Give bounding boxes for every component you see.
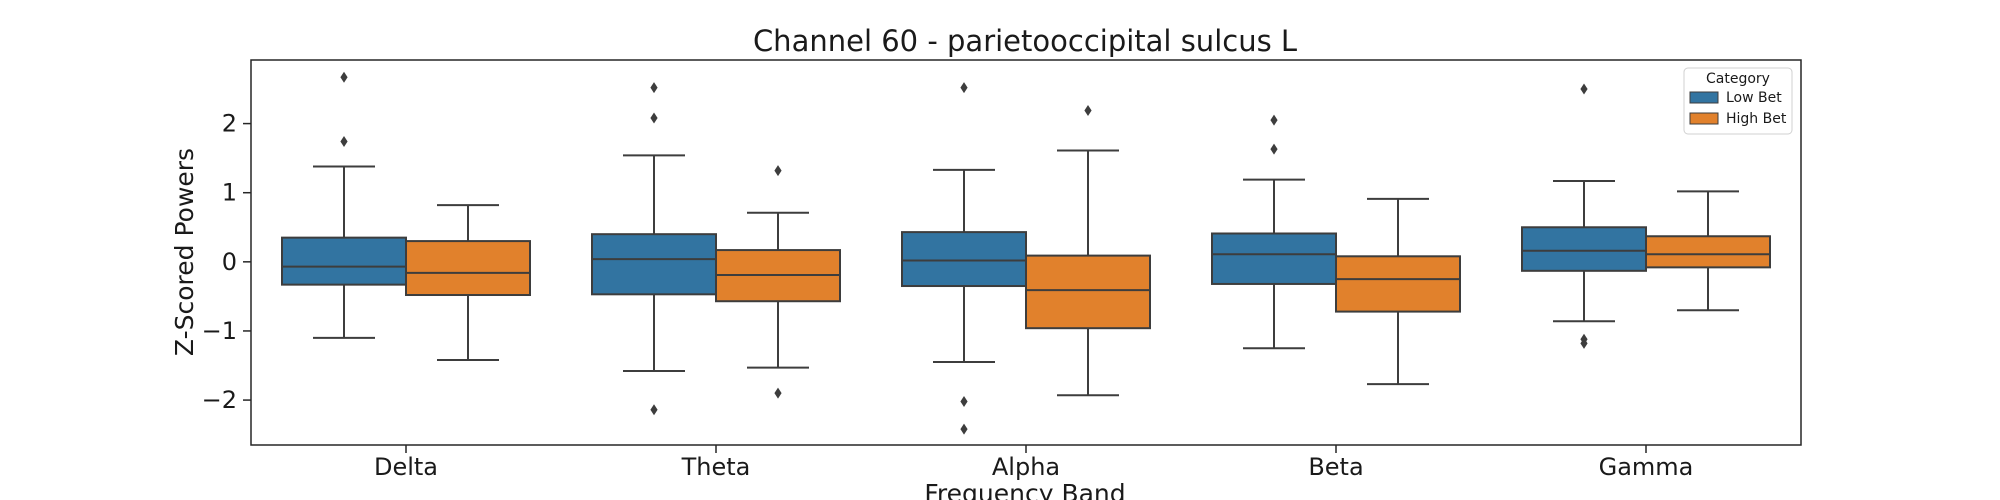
box-delta-high-bet [405, 204, 531, 361]
box-iqr [1335, 255, 1461, 313]
box-theta-high-bet [715, 165, 841, 399]
box-iqr [1025, 254, 1151, 330]
x-tick-label: Gamma [1599, 453, 1694, 481]
legend-entry-label: High Bet [1726, 111, 1787, 127]
outlier-point [1270, 143, 1278, 155]
outlier-point [774, 387, 782, 399]
box-iqr [281, 236, 407, 286]
box-iqr [1645, 235, 1771, 269]
outlier-point [960, 82, 968, 94]
x-tick-label: Theta [681, 453, 751, 481]
y-tick-label: 1 [222, 179, 237, 207]
box-iqr [591, 233, 717, 296]
x-tick-label: Delta [374, 453, 438, 481]
legend-swatch [1689, 91, 1719, 104]
box-alpha-low-bet [901, 82, 1027, 435]
box-iqr [405, 240, 531, 297]
outlier-point [774, 165, 782, 177]
outlier-point [650, 404, 658, 416]
outlier-point [650, 82, 658, 94]
x-axis-label: Frequency Band [924, 479, 1125, 500]
legend: Category Low Bet High Bet [1683, 67, 1793, 135]
chart-title: Channel 60 - parietooccipital sulcus L [753, 24, 1297, 58]
y-axis-label: Z-Scored Powers [170, 148, 199, 356]
outlier-point [340, 71, 348, 83]
outlier-point [1084, 104, 1092, 116]
outlier-point [340, 136, 348, 148]
box-beta-low-bet [1211, 114, 1337, 350]
box-iqr [1521, 226, 1647, 272]
y-tick-label: 2 [222, 110, 237, 138]
box-beta-high-bet [1335, 197, 1461, 386]
y-tick-label: −2 [202, 386, 237, 414]
outlier-point [1580, 83, 1588, 95]
x-axis: Delta Theta Alpha Beta Gamma [374, 445, 1693, 481]
outlier-point [960, 395, 968, 407]
outlier-point [650, 112, 658, 124]
y-tick-label: 0 [222, 248, 237, 276]
outlier-point [1270, 114, 1278, 126]
x-tick-label: Alpha [992, 453, 1060, 481]
legend-swatch [1689, 112, 1719, 125]
outlier-point [1580, 337, 1588, 349]
box-alpha-high-bet [1025, 104, 1151, 397]
outlier-point [960, 423, 968, 435]
legend-entry-label: Low Bet [1726, 90, 1782, 106]
box-iqr [1211, 232, 1337, 285]
box-delta-low-bet [281, 71, 407, 339]
legend-title: Category [1706, 71, 1770, 87]
y-axis: −2 −1 0 1 2 [202, 110, 251, 414]
box-theta-low-bet [591, 82, 717, 416]
x-tick-label: Beta [1308, 453, 1363, 481]
box-gamma-high-bet [1645, 190, 1771, 312]
y-tick-label: −1 [202, 317, 237, 345]
plot-area [281, 71, 1771, 435]
box-gamma-low-bet [1521, 83, 1647, 349]
box-iqr [901, 231, 1027, 288]
